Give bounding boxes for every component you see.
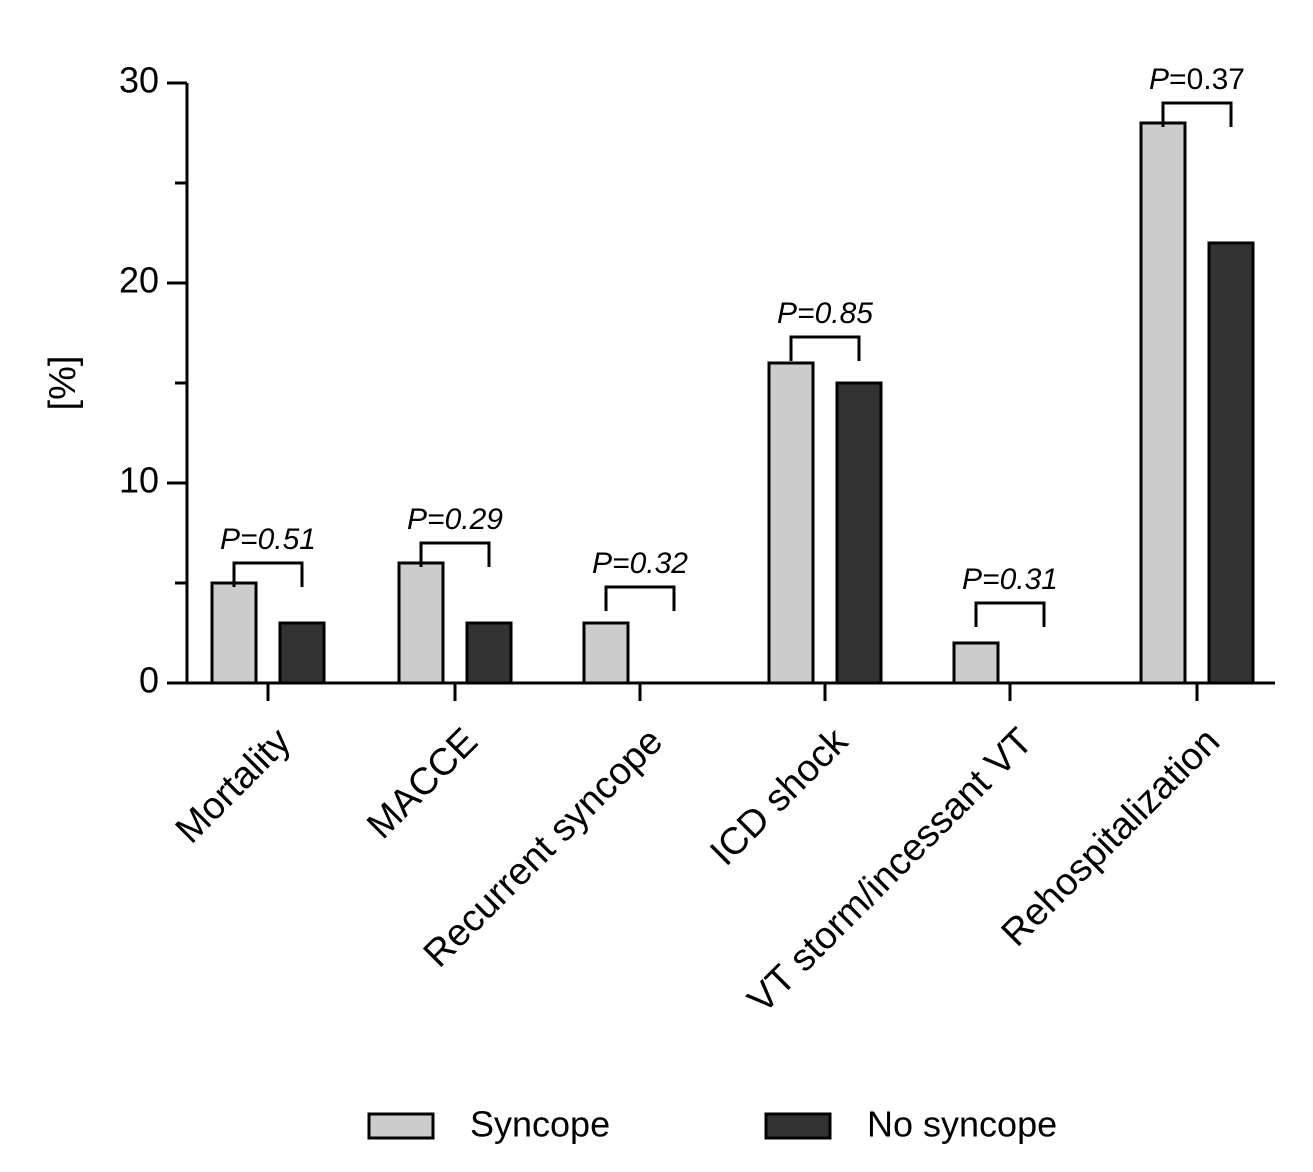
p-value-annotations: P=0.51 P=0.29 P=0.32 P=0.85 P=0.31 P=0.37 — [220, 63, 1245, 627]
bar-syncope — [582, 621, 630, 685]
bar-no-syncope — [465, 621, 513, 685]
p-value-label: P=0.32 — [592, 547, 688, 580]
p-value-label: P=0.31 — [962, 563, 1058, 596]
bar-no-syncope — [835, 381, 883, 685]
y-tick-label: 10 — [119, 460, 159, 501]
bar-syncope — [767, 361, 815, 685]
legend: Syncope No syncope — [367, 1104, 1057, 1145]
p-value-bracket — [232, 561, 304, 587]
legend-label-no-syncope: No syncope — [867, 1104, 1057, 1145]
p-value-label: P=0.85 — [777, 297, 873, 330]
y-tick-label: 0 — [139, 660, 159, 701]
legend-swatch-no-syncope — [764, 1112, 832, 1140]
p-value-bracket — [419, 541, 491, 567]
bar-syncope — [397, 561, 445, 685]
bar-syncope — [210, 581, 258, 685]
p-value-label: P=0.51 — [220, 523, 316, 556]
x-tick-label: MACCE — [359, 720, 486, 847]
bar-no-syncope — [278, 621, 326, 685]
x-tick-label: ICD shock — [702, 720, 856, 874]
p-value-label: P=0.37 — [1149, 63, 1245, 96]
bars — [210, 121, 1255, 685]
x-tick-label: Mortality — [168, 720, 299, 851]
y-tick-label: 20 — [119, 260, 159, 301]
y-axis: 0 10 20 30 — [119, 60, 189, 701]
p-value-bracket — [974, 601, 1046, 627]
legend-label-syncope: Syncope — [470, 1104, 610, 1145]
bar-no-syncope — [1207, 241, 1255, 685]
y-tick-label: 30 — [119, 60, 159, 101]
p-value-label: P=0.29 — [407, 503, 503, 536]
bar-syncope — [952, 641, 1000, 685]
legend-swatch-syncope — [367, 1112, 435, 1140]
p-value-bracket — [1161, 101, 1233, 127]
y-axis-label: [%] — [42, 356, 84, 411]
p-value-bracket — [604, 585, 676, 611]
p-value-bracket — [789, 335, 861, 361]
bar-syncope — [1139, 121, 1187, 685]
